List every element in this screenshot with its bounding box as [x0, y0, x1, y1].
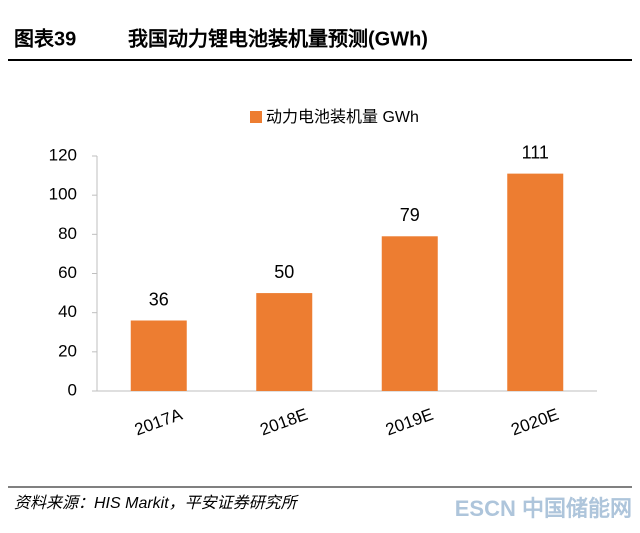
legend-swatch: [250, 111, 262, 123]
x-tick-label: 2018E: [258, 405, 311, 440]
legend-label: 动力电池装机量 GWh: [266, 108, 419, 126]
y-tick-label: 0: [68, 380, 77, 399]
watermark: ESCN 中国储能网: [455, 496, 632, 521]
y-tick-label: 100: [49, 185, 77, 204]
x-tick-label: 2020E: [509, 405, 562, 440]
x-tick-label: 2017A: [132, 404, 185, 439]
value-label: 79: [400, 205, 420, 225]
y-tick-label: 40: [58, 302, 77, 321]
chart-title: 我国动力锂电池装机量预测(GWh): [128, 26, 428, 50]
y-tick-label: 120: [49, 145, 77, 164]
bar: [130, 320, 187, 391]
source: 资料来源：HIS Markit，平安证券研究所: [14, 494, 300, 512]
y-tick-label: 20: [58, 341, 77, 360]
y-tick-label: 60: [58, 263, 77, 282]
figure-label: 图表39: [14, 26, 76, 50]
value-label: 50: [274, 262, 294, 282]
x-tick-label: 2019E: [383, 405, 436, 440]
bar: [381, 236, 438, 391]
bar: [256, 293, 313, 391]
bar: [507, 173, 564, 391]
value-label: 36: [149, 289, 169, 309]
y-tick-label: 80: [58, 224, 77, 243]
value-label: 111: [522, 142, 549, 162]
